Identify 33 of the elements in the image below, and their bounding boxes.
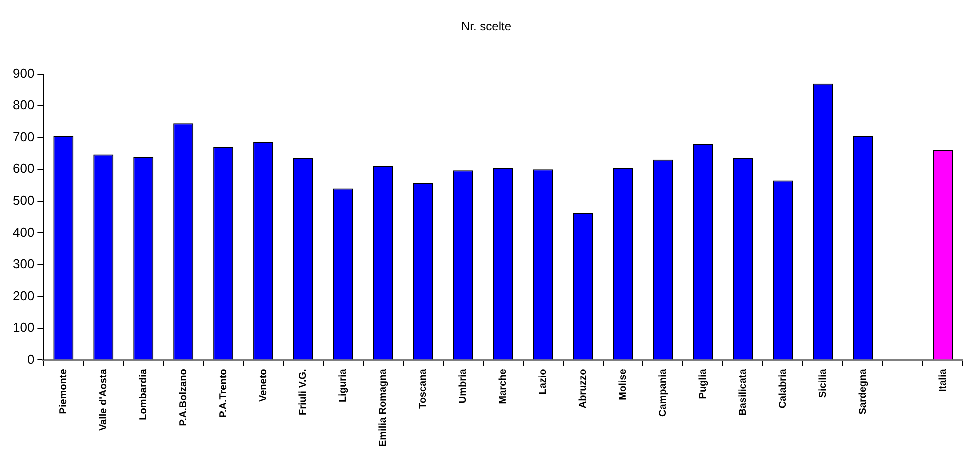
x-tick-label: Friuli V.G. xyxy=(298,368,310,416)
y-tick-label: 900 xyxy=(12,66,35,81)
x-tick-label: Lazio xyxy=(538,369,550,395)
x-tick-label: Calabria xyxy=(778,368,789,409)
x-tick-label: Liguria xyxy=(338,368,350,403)
y-tick-label: 100 xyxy=(12,320,35,336)
y-tick-label: 300 xyxy=(12,256,35,272)
y-tick-label: 500 xyxy=(12,193,35,208)
x-tick-label: Abruzzo xyxy=(578,369,590,409)
x-tick-label: P.A.Bolzano xyxy=(178,369,190,426)
y-tick-label: 800 xyxy=(12,98,35,113)
x-tick-label: Veneto xyxy=(258,369,270,402)
x-tick-label: Puglia xyxy=(698,368,709,400)
y-tick-label: 700 xyxy=(12,129,35,144)
x-tick-label: P.A.Trento xyxy=(218,369,230,418)
x-tick-label: Molise xyxy=(618,368,630,400)
x-tick-label: Sardegna xyxy=(858,368,869,415)
y-tick-label: 200 xyxy=(12,288,35,304)
x-tick-label: Marche xyxy=(498,368,510,404)
y-tick-label: 0 xyxy=(27,352,35,367)
chart-title: Nr. scelte xyxy=(461,20,512,34)
x-tick-label: Basilicata xyxy=(738,368,749,416)
x-tick-label: Campania xyxy=(658,368,669,417)
x-tick-label: Valle d'Aosta xyxy=(98,368,110,432)
y-tick-label: 400 xyxy=(12,224,35,240)
x-tick-label: Umbria xyxy=(458,368,470,404)
x-tick-label: Emilia Romagna xyxy=(378,368,390,448)
x-tick-label: Italia xyxy=(938,368,949,392)
y-tick-label: 600 xyxy=(12,161,35,176)
x-tick-label: Sicilia xyxy=(818,368,829,398)
x-tick-label: Lombardia xyxy=(138,368,150,420)
x-tick-label: Piemonte xyxy=(58,368,70,414)
x-tick-label: Toscana xyxy=(418,368,430,410)
